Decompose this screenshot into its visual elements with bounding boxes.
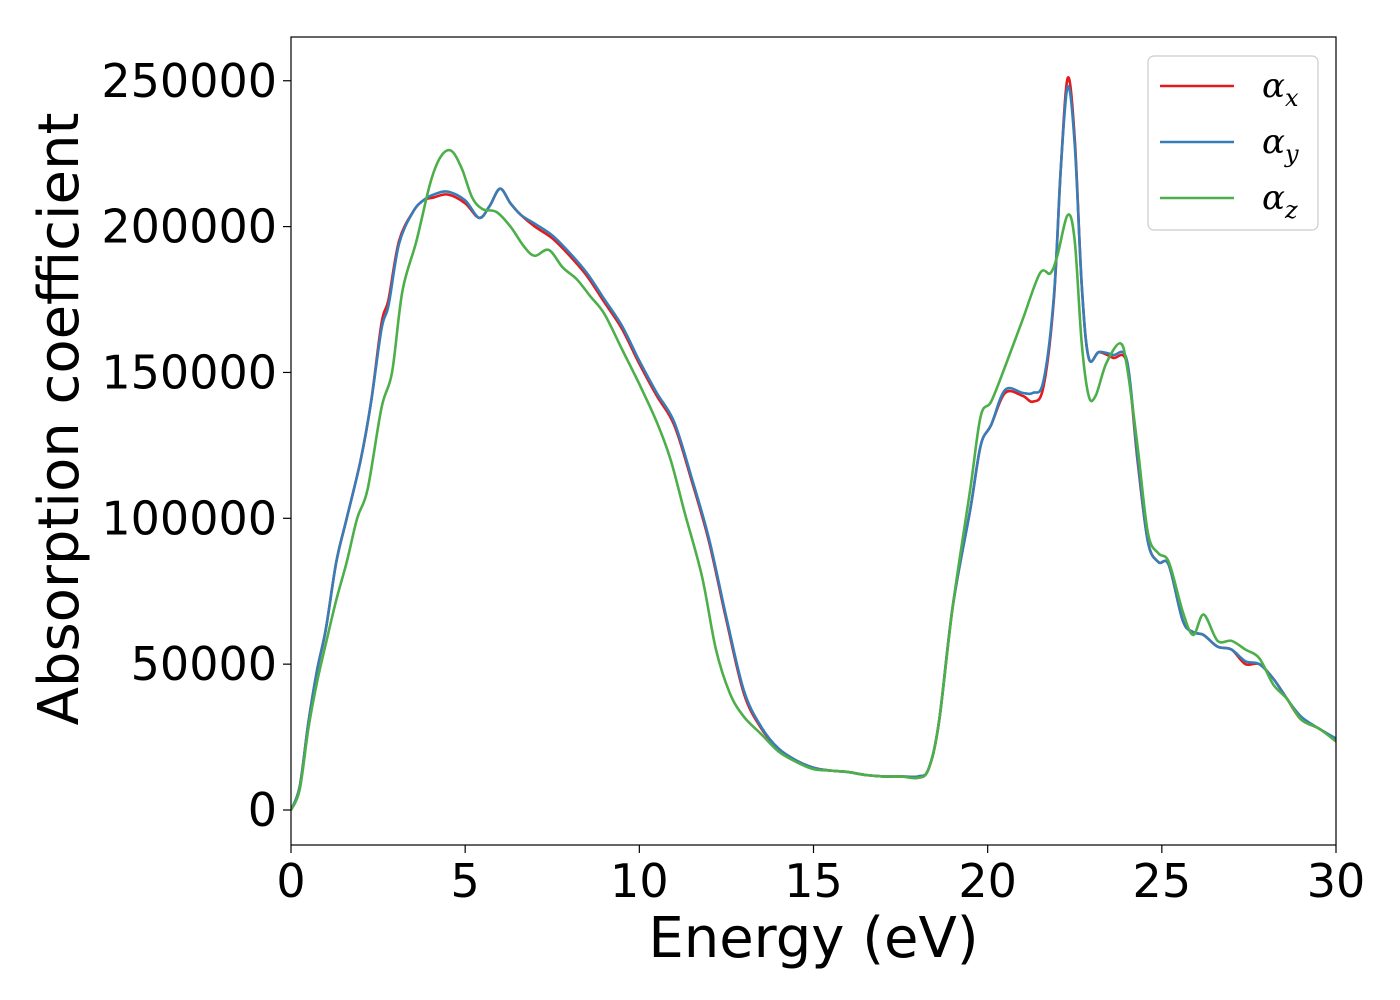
x-tick-label: 10 <box>610 854 669 908</box>
legend-label-sub: z <box>1284 196 1298 224</box>
x-tick-label: 5 <box>451 854 480 908</box>
y-tick-label: 0 <box>248 783 277 837</box>
legend-label-base: α <box>1262 178 1285 218</box>
y-tick-label: 150000 <box>101 345 277 399</box>
x-tick-label: 0 <box>276 854 305 908</box>
legend-label-base: α <box>1262 122 1285 162</box>
x-tick-label: 25 <box>1133 854 1192 908</box>
legend-label-sub: y <box>1284 140 1299 168</box>
legend-label-x: αx <box>1262 66 1299 112</box>
y-tick-label: 100000 <box>101 491 277 545</box>
legend-label-base: α <box>1262 66 1285 106</box>
y-axis-ticks: 0 50000 100000 150000 200000 250000 <box>101 54 291 837</box>
legend-label-y: αy <box>1262 122 1299 168</box>
x-axis-ticks: 0 5 10 15 20 25 30 <box>276 845 1365 908</box>
legend-label-sub: x <box>1285 84 1299 112</box>
y-tick-label: 200000 <box>101 200 277 254</box>
x-tick-label: 20 <box>958 854 1017 908</box>
y-tick-label: 50000 <box>131 637 277 691</box>
x-tick-label: 30 <box>1307 854 1366 908</box>
x-tick-label: 15 <box>784 854 843 908</box>
legend-label-z: αz <box>1262 178 1298 224</box>
x-axis-label: Energy (eV) <box>648 906 978 971</box>
series-layer <box>291 76 1336 811</box>
y-tick-label: 250000 <box>101 54 277 108</box>
y-axis-label: Absorption coefficient <box>27 113 92 726</box>
series-line-z <box>291 148 1336 811</box>
